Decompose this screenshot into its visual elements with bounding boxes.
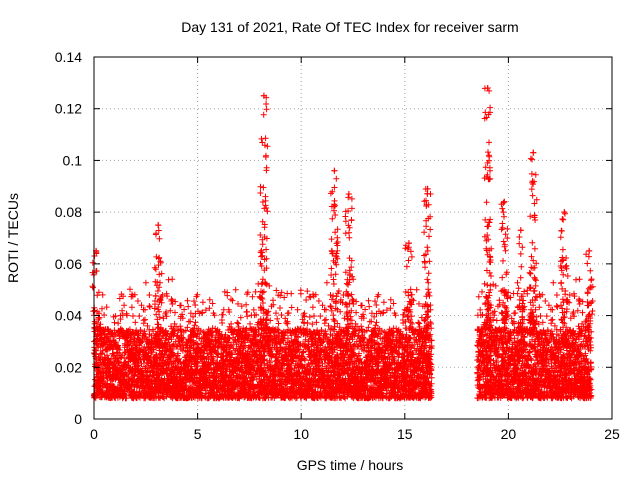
spike-peak-point [501, 198, 508, 205]
axis-ticks: 0 5 10 15 20 25 0 0.02 0.04 0.06 0.08 0.1 0.12 0.14 [55, 49, 620, 442]
spike-peak-point [517, 227, 524, 234]
x-axis-label: GPS time / hours [297, 457, 404, 473]
chart-title: Day 131 of 2021, Rate Of TEC Index for r… [181, 19, 518, 35]
y-tick-label: 0.14 [55, 49, 82, 65]
spike-peak-point [405, 240, 412, 247]
y-tick-label: 0.02 [55, 359, 82, 375]
spike-peak-point [484, 85, 491, 92]
y-tick-label: 0.12 [55, 101, 82, 117]
x-tick-label: 25 [604, 426, 620, 442]
spike-peak-point [424, 185, 431, 192]
spike-peak-point [331, 167, 338, 174]
spike-peak-point [530, 149, 537, 156]
y-tick-label: 0.1 [63, 152, 83, 168]
roti-series [89, 85, 596, 402]
x-tick-label: 15 [397, 426, 413, 442]
x-tick-label: 0 [90, 426, 98, 442]
y-tick-label: 0 [74, 411, 82, 427]
y-tick-label: 0.04 [55, 308, 82, 324]
data-points [89, 85, 596, 402]
x-tick-label: 20 [501, 426, 517, 442]
x-tick-label: 5 [194, 426, 202, 442]
spike-peak-point [561, 209, 568, 216]
y-tick-label: 0.08 [55, 204, 82, 220]
spike-peak-point [586, 247, 593, 254]
y-tick-label: 0.06 [55, 256, 82, 272]
plot-frame [93, 56, 613, 420]
spike-peak-point [260, 92, 267, 99]
x-tick-label: 10 [293, 426, 309, 442]
spike-peak-point [155, 222, 162, 229]
spike-peak-point [345, 191, 352, 198]
y-axis-label: ROTI / TECUs [5, 193, 21, 283]
